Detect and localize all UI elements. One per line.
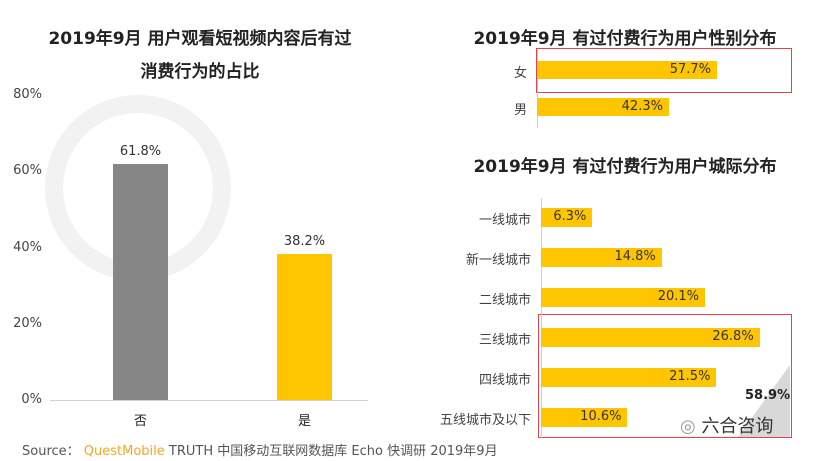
bar bbox=[541, 328, 760, 347]
left-chart-title-line2: 消费行为的占比 bbox=[140, 62, 260, 82]
highlight-total-label: 58.9% bbox=[745, 388, 791, 403]
x-tick-label: 是 bbox=[297, 414, 311, 429]
city-highlight-box bbox=[538, 314, 792, 438]
category-label: 女 bbox=[513, 66, 527, 81]
data-label: 14.8% bbox=[614, 249, 656, 264]
y-axis bbox=[541, 198, 542, 438]
y-tick-label: 40% bbox=[13, 239, 42, 255]
city-chart-title: 2019年9月 有过付费行为用户城际分布 bbox=[473, 157, 777, 177]
y-axis bbox=[537, 50, 538, 128]
source-brand: QuestMobile bbox=[83, 444, 165, 459]
y-tick-label: 0% bbox=[21, 392, 42, 407]
data-label: 42.3% bbox=[621, 99, 663, 114]
wechat-icon: ◎ bbox=[680, 416, 702, 437]
category-label: 一线城市 bbox=[478, 213, 531, 228]
bar bbox=[541, 208, 593, 227]
bar bbox=[537, 98, 669, 116]
x-axis bbox=[50, 400, 368, 401]
bar bbox=[277, 254, 332, 400]
data-label: 26.8% bbox=[712, 329, 754, 344]
category-label: 二线城市 bbox=[478, 293, 531, 308]
data-label: 20.1% bbox=[657, 289, 700, 304]
bar bbox=[541, 248, 662, 267]
category-label: 三线城市 bbox=[478, 333, 531, 348]
source-rest: TRUTH 中国移动互联网数据库 Echo 快调研 2019年9月 bbox=[168, 444, 498, 459]
gender-highlight-box bbox=[536, 48, 792, 93]
source-line: Source： QuestMobile TRUTH 中国移动互联网数据库 Ech… bbox=[22, 440, 498, 459]
corner-fold bbox=[738, 365, 790, 437]
category-label: 新一线城市 bbox=[465, 253, 531, 268]
bar bbox=[113, 164, 168, 400]
category-label: 四线城市 bbox=[478, 373, 531, 388]
source-prefix: Source： bbox=[22, 444, 80, 459]
corner-logo: ◎ 六合咨询 bbox=[680, 412, 773, 438]
corner-logo-text: 六合咨询 bbox=[701, 416, 774, 437]
data-label: 10.6% bbox=[580, 409, 622, 424]
x-tick-label: 否 bbox=[133, 414, 147, 429]
data-label: 21.5% bbox=[669, 369, 711, 384]
data-label: 6.3% bbox=[553, 209, 587, 224]
category-label: 五线城市及以下 bbox=[439, 413, 531, 428]
data-label: 61.8% bbox=[119, 144, 162, 160]
bar bbox=[541, 288, 706, 307]
bar bbox=[537, 61, 718, 79]
data-label: 57.7% bbox=[669, 62, 712, 77]
data-label: 38.2% bbox=[283, 234, 326, 250]
category-label: 男 bbox=[513, 103, 527, 118]
left-chart-title-line1: 2019年9月 用户观看短视频内容后有过 bbox=[48, 29, 352, 49]
bar bbox=[541, 408, 628, 427]
y-tick-label: 20% bbox=[13, 315, 42, 331]
y-tick-label: 80% bbox=[13, 87, 42, 102]
y-tick-label: 60% bbox=[13, 163, 42, 179]
gender-chart-title: 2019年9月 有过付费行为用户性别分布 bbox=[473, 29, 777, 49]
bar bbox=[541, 368, 717, 387]
